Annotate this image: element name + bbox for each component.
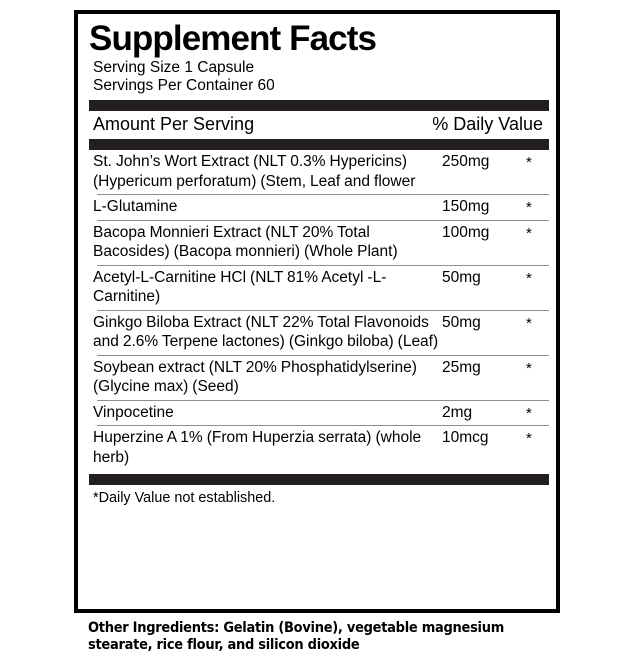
divider-thick-headers: [89, 139, 549, 150]
nutrient-daily-value: *: [526, 314, 532, 332]
nutrient-amount: 100mg: [442, 223, 490, 241]
supplement-facts-panel: Supplement Facts Serving Size 1 Capsule …: [74, 10, 560, 613]
nutrient-daily-value: *: [526, 430, 532, 447]
daily-value-footnote: *Daily Value not established.: [93, 489, 276, 506]
table-row: Soybean extract (NLT 20% Phosphatidylser…: [93, 356, 549, 400]
row-divider: [97, 194, 549, 195]
row-divider: [97, 264, 549, 266]
divider-thick-top: [89, 100, 549, 111]
nutrient-amount: 10mcg: [442, 429, 489, 446]
row-divider: [97, 399, 549, 401]
row-divider: [97, 309, 549, 311]
nutrient-name: Soybean extract (NLT 20% Phosphatidylser…: [93, 358, 417, 396]
nutrient-name: Vinpocetine: [93, 403, 174, 421]
serving-info: Serving Size 1 Capsule Servings Per Cont…: [85, 59, 549, 95]
nutrient-amount: 2mg: [442, 403, 473, 421]
column-header-daily-value: % Daily Value: [432, 114, 543, 134]
column-header-amount: Amount Per Serving: [93, 114, 255, 134]
nutrient-daily-value: *: [526, 224, 532, 242]
nutrient-daily-value: *: [526, 359, 532, 377]
servings-per-container: Servings Per Container 60: [93, 77, 275, 94]
nutrient-amount: 250mg: [442, 153, 490, 170]
nutrient-name: Huperzine A 1% (From Huperzia serrata) (…: [93, 429, 422, 466]
column-headers: Amount Per Serving % Daily Value: [93, 111, 549, 139]
table-row: St. John’s Wort Extract (NLT 0.3% Hyperi…: [93, 150, 549, 194]
nutrient-table: St. John’s Wort Extract (NLT 0.3% Hyperi…: [93, 150, 549, 470]
row-divider: [97, 219, 549, 221]
nutrient-name: L-Glutamine: [93, 198, 178, 215]
nutrient-daily-value: *: [526, 154, 532, 171]
nutrient-amount: 50mg: [442, 268, 481, 286]
table-row: L-Glutamine 150mg *: [93, 195, 549, 220]
table-row: Bacopa Monnieri Extract (NLT 20% Total B…: [93, 221, 549, 265]
nutrient-name: Acetyl-L-Carnitine HCl (NLT 81% Acetyl -…: [93, 268, 387, 306]
nutrient-daily-value: *: [526, 199, 532, 216]
nutrient-name: St. John’s Wort Extract (NLT 0.3% Hyperi…: [93, 153, 416, 190]
other-ingredients-text: Other Ingredients: Gelatin (Bovine), veg…: [88, 620, 505, 653]
nutrient-amount: 50mg: [442, 313, 481, 331]
nutrient-name: Ginkgo Biloba Extract (NLT 22% Total Fla…: [93, 313, 439, 351]
divider-thick-bottom: [89, 474, 549, 485]
nutrient-amount: 150mg: [442, 198, 490, 215]
panel-inner: Supplement Facts Serving Size 1 Capsule …: [78, 14, 556, 609]
nutrient-daily-value: *: [526, 269, 532, 287]
nutrient-name: Bacopa Monnieri Extract (NLT 20% Total B…: [93, 223, 398, 261]
nutrient-amount: 25mg: [442, 358, 481, 376]
row-divider: [97, 425, 549, 426]
table-row: Ginkgo Biloba Extract (NLT 22% Total Fla…: [93, 311, 549, 355]
row-divider: [97, 354, 549, 356]
page-title: Supplement Facts: [89, 19, 377, 58]
table-row: Acetyl-L-Carnitine HCl (NLT 81% Acetyl -…: [93, 266, 549, 310]
serving-size: Serving Size 1 Capsule: [93, 59, 255, 76]
nutrient-daily-value: *: [526, 404, 532, 422]
table-row: Huperzine A 1% (From Huperzia serrata) (…: [93, 426, 549, 470]
table-row: Vinpocetine 2mg *: [93, 401, 549, 426]
